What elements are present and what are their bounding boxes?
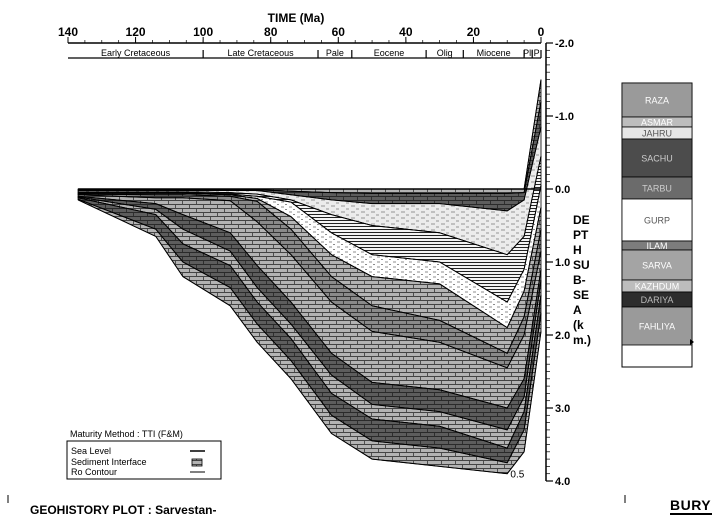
depth-label-line: PT xyxy=(573,228,589,242)
x-tick-label: 120 xyxy=(126,25,146,39)
burial-surface xyxy=(78,194,542,369)
legend-sediment-symbol xyxy=(191,458,203,467)
x-tick-label: 20 xyxy=(467,25,481,39)
burial-surface xyxy=(78,126,542,212)
legend: Maturity Method : TTI (F&M) Sea Level Se… xyxy=(66,429,222,480)
strat-unit-label: ASMAR xyxy=(641,118,674,128)
period-label: Eocene xyxy=(374,48,405,58)
strat-unit-label: KAZHDUM xyxy=(635,282,680,292)
x-tick-label: 60 xyxy=(332,25,346,39)
depth-label-line: SU xyxy=(573,258,590,272)
depth-label-line: SE xyxy=(573,288,589,302)
period-label: Early Cretaceous xyxy=(101,48,171,58)
legend-title: Maturity Method : TTI (F&M) xyxy=(70,429,183,439)
legend-item-ro-contour: Ro Contour xyxy=(71,467,117,477)
depth-label-line: m.) xyxy=(573,333,591,347)
strat-unit-label: GURP xyxy=(644,216,670,226)
strat-unit-label: TARBU xyxy=(642,184,672,194)
burial-surface xyxy=(77,199,542,475)
top-time-axis: 140 120 100 80 60 40 20 0 xyxy=(58,25,545,44)
x-tick-label: 80 xyxy=(264,25,278,39)
burial-surface xyxy=(77,197,542,449)
ro-contour-label: 0.5 xyxy=(510,469,524,480)
depth-tick-label: -2.0 xyxy=(555,38,574,50)
burial-surface xyxy=(78,101,542,194)
depth-tick-label: 3.0 xyxy=(555,403,570,415)
depth-label-line: (k xyxy=(573,318,584,332)
x-tick-label: 140 xyxy=(58,25,78,39)
depth-tick-label: 2.0 xyxy=(555,330,570,342)
strat-unit-label: SACHU xyxy=(641,154,673,164)
strat-unit-label: SARVA xyxy=(642,261,672,271)
period-label: Late Cretaceous xyxy=(228,48,295,58)
strat-unit-label: JAHRU xyxy=(642,129,672,139)
legend-item-sea-level: Sea Level xyxy=(71,446,111,456)
strat-unit-label: ILAM xyxy=(646,241,667,251)
burial-surface xyxy=(78,156,542,256)
depth-tick-label: -1.0 xyxy=(555,111,574,123)
burial-surface xyxy=(78,196,542,431)
depth-label-line: B- xyxy=(573,273,586,287)
depth-tick-label: 1.0 xyxy=(555,257,570,269)
geologic-period-axis: Early Cretaceous Late Cretaceous Pale Eocen… xyxy=(68,48,542,59)
depth-tick-label: 4.0 xyxy=(555,476,570,488)
depth-axis: -2.0 -1.0 0.0 1.0 2.0 3.0 4.0 xyxy=(545,38,574,488)
strat-unit xyxy=(621,198,693,242)
strat-unit-label: FAHLIYA xyxy=(639,322,675,332)
strat-unit xyxy=(621,249,693,281)
strat-arrow xyxy=(690,339,694,345)
burial-surface xyxy=(78,193,542,354)
x-tick-label: 100 xyxy=(193,25,213,39)
strat-unit xyxy=(621,82,693,118)
burial-surface xyxy=(78,192,542,329)
burial-surface xyxy=(78,185,542,303)
burial-layer xyxy=(77,79,542,194)
strat-unit-label: DARIYA xyxy=(641,295,674,305)
period-label: Miocene xyxy=(477,48,511,58)
depth-label-line: DE xyxy=(573,213,590,227)
legend-item-sediment-interface: Sediment Interface xyxy=(71,457,147,467)
depth-label-line: H xyxy=(573,243,582,257)
x-axis-title: TIME (Ma) xyxy=(268,11,325,25)
x-tick-label: 0 xyxy=(538,25,545,39)
strat-unit xyxy=(621,306,693,346)
x-tick-label: 40 xyxy=(399,25,413,39)
strat-unit xyxy=(621,138,693,178)
logo: BURY xyxy=(670,497,711,513)
burial-surface xyxy=(77,198,542,464)
period-label: Pale xyxy=(326,48,344,58)
depth-tick-label: 0.0 xyxy=(555,184,570,196)
strat-unit-label: RAZA xyxy=(645,96,669,106)
depth-label-line: A xyxy=(573,303,582,317)
chart-title: GEOHISTORY PLOT : Sarvestan- xyxy=(30,503,217,517)
period-label: Olig xyxy=(437,48,453,58)
period-label: Pli xyxy=(523,48,533,58)
period-label: P xyxy=(534,48,540,58)
burial-surface xyxy=(78,195,542,409)
burial-surface xyxy=(78,79,542,190)
